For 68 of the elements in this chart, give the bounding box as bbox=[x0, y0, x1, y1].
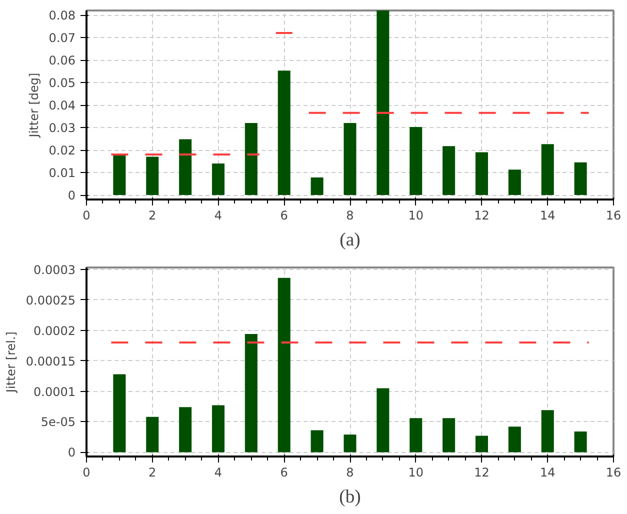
bar bbox=[278, 278, 290, 452]
x-tick-label: 6 bbox=[280, 466, 288, 480]
bar bbox=[146, 156, 159, 195]
x-tick-label: 14 bbox=[540, 466, 556, 480]
bar bbox=[410, 418, 422, 452]
bar bbox=[310, 177, 324, 195]
bar bbox=[475, 152, 488, 195]
y-tick-label: 0 bbox=[68, 188, 76, 202]
bar bbox=[541, 410, 554, 452]
y-tick-label: 5e-05 bbox=[40, 415, 76, 430]
y-tick-label: 0.0001 bbox=[34, 384, 76, 399]
y-tick-label: 0.03 bbox=[48, 121, 76, 135]
y-tick-label: 0.0003 bbox=[34, 262, 76, 277]
x-tick-label: 2 bbox=[148, 208, 156, 222]
bar bbox=[146, 416, 159, 452]
bar bbox=[113, 154, 126, 195]
x-tick-label: 16 bbox=[606, 208, 622, 222]
x-tick-label: 4 bbox=[214, 466, 222, 480]
bar bbox=[179, 407, 192, 452]
x-tick-label: 14 bbox=[540, 208, 556, 222]
bar bbox=[113, 374, 126, 452]
y-tick-label: 0.00025 bbox=[26, 293, 76, 308]
bar bbox=[508, 170, 521, 195]
bar bbox=[278, 70, 290, 195]
y-tick-label: 0 bbox=[68, 446, 76, 460]
y-tick-label: 0.00015 bbox=[26, 354, 76, 368]
bar bbox=[344, 434, 356, 452]
bar bbox=[574, 432, 587, 452]
bar bbox=[442, 146, 456, 195]
y-tick-label: 0.0002 bbox=[34, 324, 76, 338]
bar bbox=[574, 162, 587, 195]
x-tick-label: 12 bbox=[474, 466, 490, 480]
y-tick-label: 0.06 bbox=[48, 54, 76, 68]
bar bbox=[442, 418, 456, 452]
y-tick-label: 0.07 bbox=[48, 31, 76, 45]
bar bbox=[344, 123, 356, 195]
y-axis-title: Jitter [rel.] bbox=[4, 332, 18, 394]
x-tick-label: 4 bbox=[214, 208, 222, 222]
x-tick-label: 0 bbox=[82, 208, 90, 222]
bar bbox=[310, 430, 324, 452]
text: (a) bbox=[340, 230, 360, 250]
x-tick-label: 6 bbox=[280, 208, 288, 222]
bar bbox=[244, 123, 258, 195]
bar bbox=[179, 139, 192, 195]
bar bbox=[212, 164, 225, 195]
text: (b) bbox=[339, 486, 361, 508]
x-tick-label: 12 bbox=[474, 208, 490, 222]
bar bbox=[508, 426, 521, 452]
bar bbox=[475, 436, 488, 452]
bar bbox=[376, 10, 390, 195]
y-tick-label: 0.02 bbox=[48, 144, 76, 158]
x-tick-label: 0 bbox=[82, 466, 90, 480]
bar bbox=[541, 144, 554, 195]
y-tick-label: 0.04 bbox=[48, 98, 76, 112]
x-tick-label: 16 bbox=[606, 466, 622, 480]
x-tick-label: 8 bbox=[346, 208, 354, 222]
y-tick-label: 0.05 bbox=[48, 76, 76, 90]
bar bbox=[376, 388, 390, 452]
y-tick-label: 0.01 bbox=[48, 166, 76, 180]
bar bbox=[212, 405, 225, 452]
y-tick-label: 0.08 bbox=[48, 8, 76, 22]
y-axis-title: Jitter [deg] bbox=[26, 72, 41, 138]
x-tick-label: 10 bbox=[408, 466, 424, 480]
x-tick-label: 8 bbox=[346, 466, 354, 480]
x-tick-label: 10 bbox=[408, 208, 424, 222]
bar bbox=[410, 127, 422, 195]
x-tick-label: 2 bbox=[148, 466, 156, 480]
bar bbox=[244, 334, 258, 452]
